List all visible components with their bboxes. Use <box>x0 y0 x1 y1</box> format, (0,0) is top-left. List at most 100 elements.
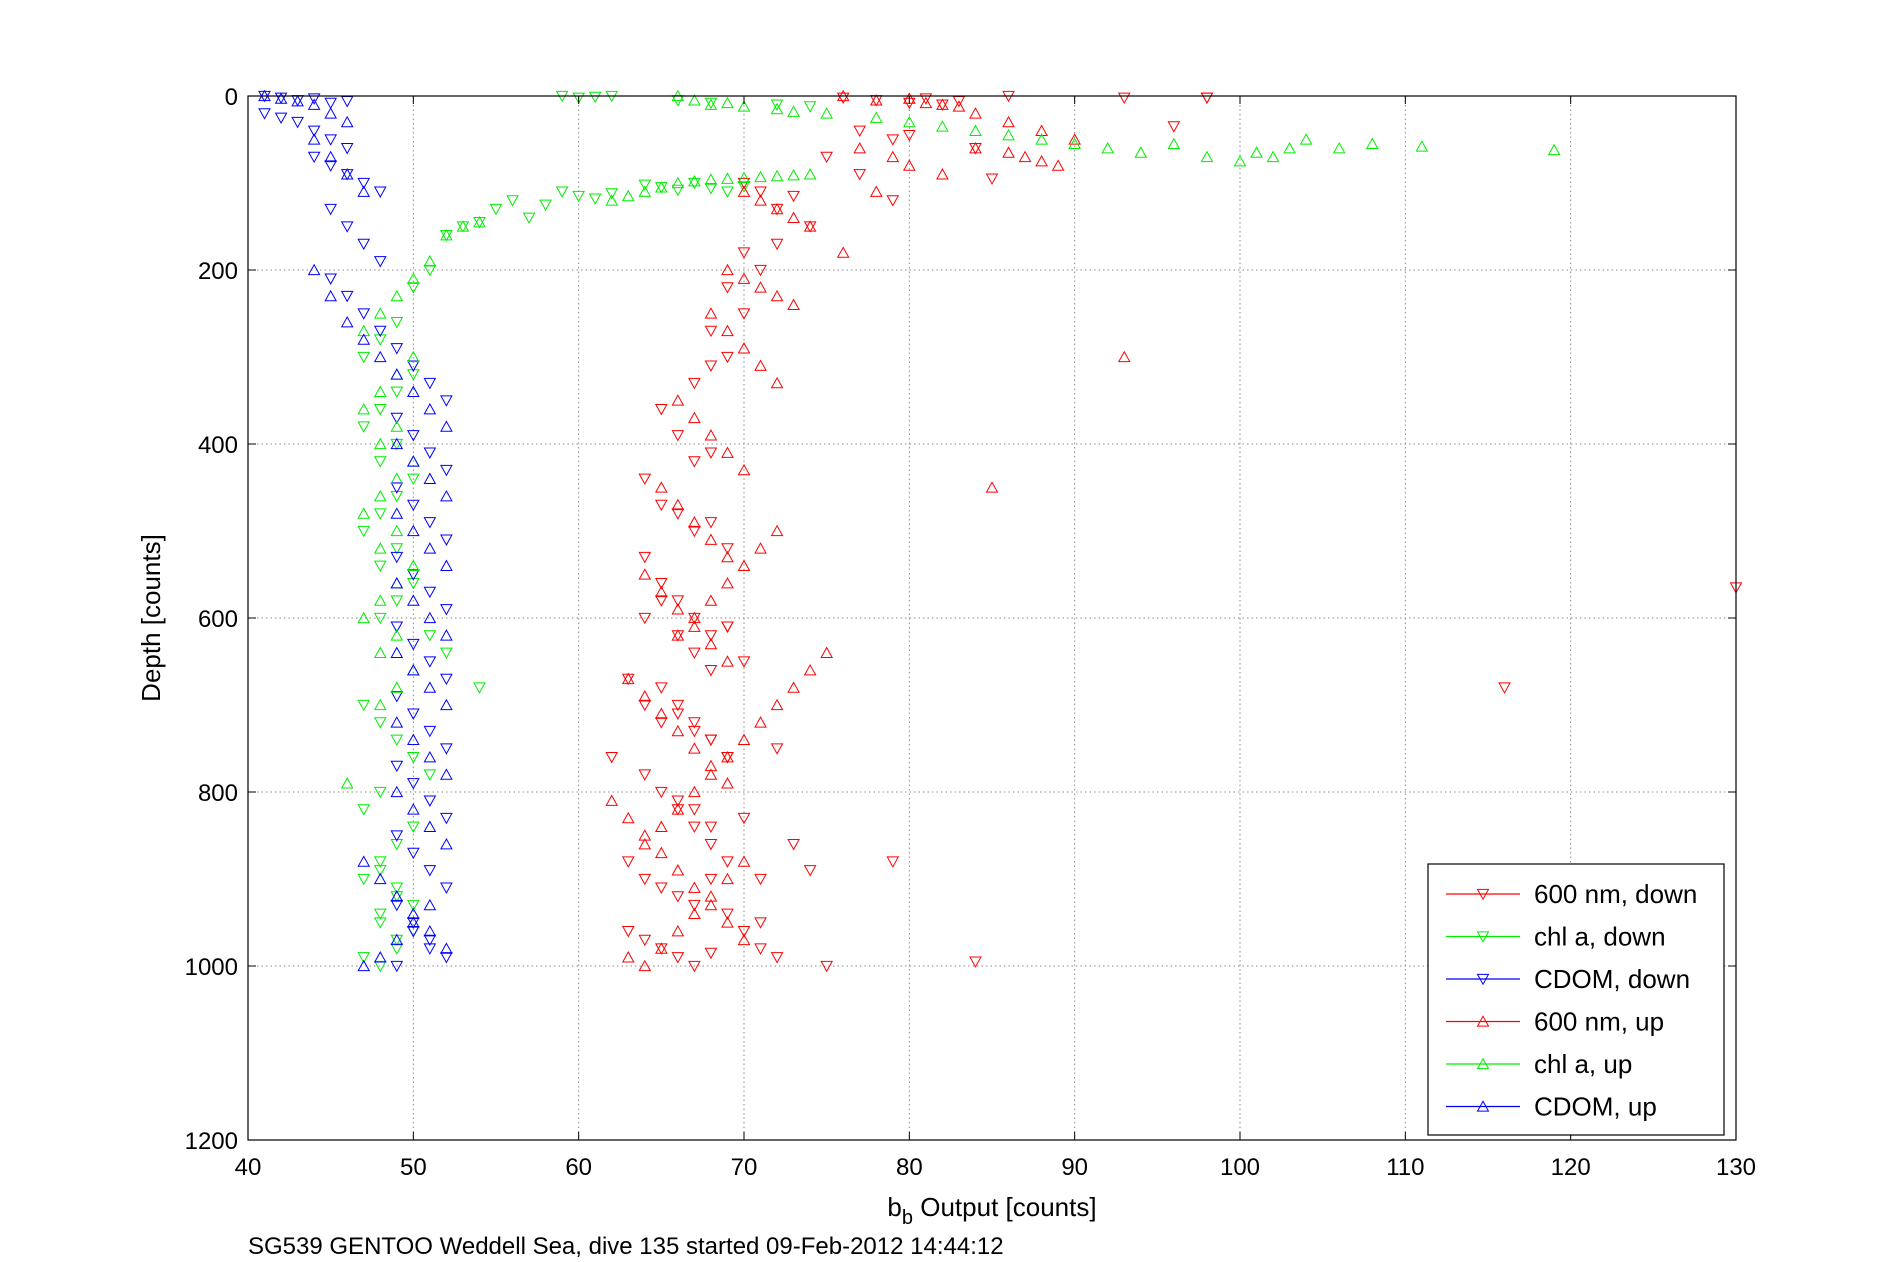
data-point <box>621 189 635 202</box>
data-point <box>307 125 321 138</box>
data-point <box>638 185 652 197</box>
data-point <box>340 143 354 155</box>
data-point <box>754 194 767 206</box>
data-point <box>919 93 933 105</box>
data-point <box>737 247 751 259</box>
data-point <box>654 942 668 954</box>
data-point <box>704 307 718 319</box>
data-point <box>373 489 387 502</box>
data-point <box>688 960 701 973</box>
data-point <box>638 568 652 580</box>
data-point <box>258 108 271 120</box>
legend-marker <box>1476 973 1490 986</box>
data-point <box>324 134 338 146</box>
axis-ticks: 40 50 60 70 80 90 100 110 120 130 0 200 400 600 800 100… <box>185 84 1756 1181</box>
data-point <box>406 752 420 764</box>
data-point <box>423 820 437 832</box>
data-point <box>390 368 404 380</box>
data-point <box>638 690 652 702</box>
data-point <box>671 498 685 511</box>
data-point <box>423 447 437 459</box>
data-point <box>406 369 420 381</box>
data-point <box>721 543 734 555</box>
data-point <box>737 177 751 190</box>
data-point <box>373 508 387 520</box>
data-point <box>406 559 420 571</box>
data-point <box>671 952 685 964</box>
data-point <box>886 856 900 868</box>
data-point <box>373 856 387 868</box>
data-point <box>423 472 437 484</box>
data-point <box>373 917 387 929</box>
data-point <box>704 665 718 677</box>
data-point <box>340 221 354 233</box>
data-point <box>969 124 982 136</box>
data-point <box>688 525 701 538</box>
data-point <box>390 524 404 537</box>
data-point <box>373 350 387 363</box>
data-point <box>423 795 437 807</box>
data-point <box>770 169 784 182</box>
data-point <box>373 542 387 554</box>
data-point <box>473 215 486 228</box>
data-point <box>390 472 404 484</box>
data-point <box>307 98 321 110</box>
data-point <box>803 168 817 180</box>
data-point <box>406 594 420 606</box>
data-point <box>357 308 371 320</box>
data-point <box>423 656 437 668</box>
data-point <box>902 159 916 171</box>
data-point <box>440 882 453 894</box>
data-point <box>770 376 784 389</box>
data-point <box>406 385 420 397</box>
data-point <box>1101 141 1115 154</box>
y-tick-label: 800 <box>198 780 238 807</box>
data-point <box>1283 141 1296 154</box>
data-point <box>688 94 701 106</box>
data-point <box>820 646 834 658</box>
data-point <box>671 699 685 712</box>
data-point <box>654 404 668 416</box>
data-point <box>489 203 503 216</box>
data-point <box>869 94 883 106</box>
data-point <box>721 576 734 589</box>
data-point <box>704 890 718 902</box>
data-point <box>1002 115 1015 128</box>
series-5 <box>258 89 453 972</box>
data-point <box>654 181 668 193</box>
data-point <box>638 829 652 841</box>
data-point <box>340 290 354 303</box>
data-point <box>737 185 751 197</box>
data-point <box>440 812 453 825</box>
data-point <box>737 181 751 193</box>
x-tick-label: 40 <box>235 1154 262 1181</box>
data-point <box>406 282 420 294</box>
data-point <box>754 873 767 886</box>
data-point <box>274 112 288 125</box>
legend-label: chl a, up <box>1534 1049 1632 1079</box>
data-point <box>605 752 619 764</box>
data-point <box>654 595 668 607</box>
data-point <box>688 785 701 798</box>
data-point <box>390 621 404 633</box>
data-point <box>737 933 751 946</box>
data-point <box>638 699 652 712</box>
data-point <box>721 872 734 885</box>
data-point <box>721 324 734 337</box>
data-point <box>324 150 338 163</box>
data-point <box>373 594 387 606</box>
data-point <box>638 769 652 781</box>
data-point <box>704 533 718 545</box>
data-point <box>770 743 784 755</box>
data-point <box>423 377 437 390</box>
data-point <box>969 956 982 968</box>
data-point <box>423 725 437 738</box>
data-point <box>522 212 536 225</box>
x-axis-label: bb Output [counts] <box>887 1192 1096 1229</box>
data-point <box>688 377 701 390</box>
data-point <box>373 307 387 319</box>
data-point <box>357 177 371 190</box>
data-point <box>373 325 387 338</box>
data-point <box>688 411 701 424</box>
data-point <box>373 612 387 625</box>
